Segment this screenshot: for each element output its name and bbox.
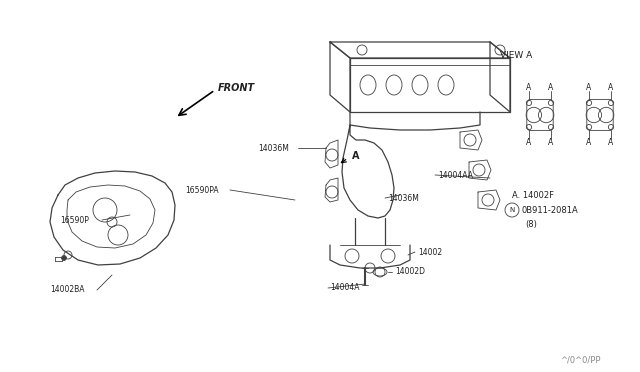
Text: 14004A: 14004A bbox=[330, 283, 360, 292]
Text: 0B911-2081A: 0B911-2081A bbox=[522, 205, 579, 215]
Circle shape bbox=[61, 256, 67, 260]
Text: A. 14002F: A. 14002F bbox=[512, 190, 554, 199]
Text: N: N bbox=[509, 207, 515, 213]
Text: A: A bbox=[526, 83, 532, 92]
Text: 14002BA: 14002BA bbox=[50, 285, 84, 295]
Text: A: A bbox=[609, 138, 614, 147]
Text: 16590P: 16590P bbox=[60, 215, 89, 224]
Text: A: A bbox=[352, 151, 360, 161]
Text: A: A bbox=[526, 138, 532, 147]
Text: A: A bbox=[586, 138, 591, 147]
Text: A: A bbox=[586, 83, 591, 92]
Text: 14036M: 14036M bbox=[258, 144, 289, 153]
Text: 16590PA: 16590PA bbox=[185, 186, 219, 195]
Text: VIEW A: VIEW A bbox=[500, 51, 532, 60]
Text: 14004AA: 14004AA bbox=[438, 170, 473, 180]
Text: (8): (8) bbox=[525, 219, 537, 228]
Text: 14002: 14002 bbox=[418, 247, 442, 257]
Text: 14036M: 14036M bbox=[388, 193, 419, 202]
Text: A: A bbox=[548, 83, 554, 92]
Text: ^/0^0/PP: ^/0^0/PP bbox=[560, 356, 600, 365]
Text: FRONT: FRONT bbox=[218, 83, 255, 93]
Text: A: A bbox=[609, 83, 614, 92]
Text: 14002D: 14002D bbox=[395, 267, 425, 276]
Text: A: A bbox=[548, 138, 554, 147]
